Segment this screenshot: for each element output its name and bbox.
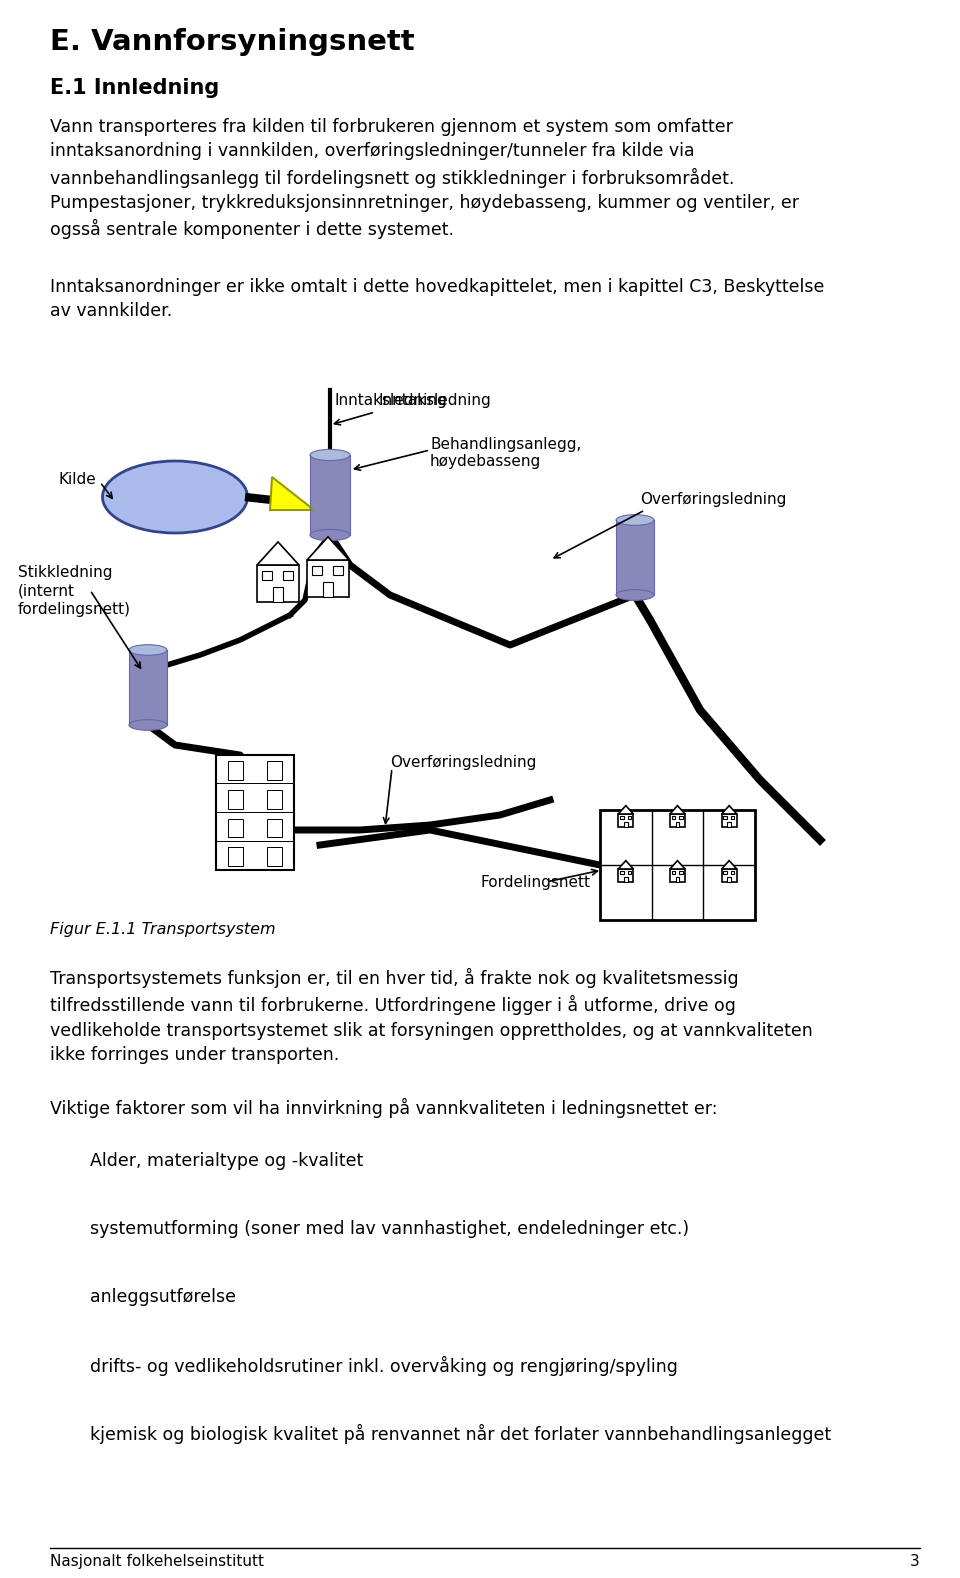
- Text: Inntaksledning: Inntaksledning: [335, 393, 447, 409]
- Text: anleggsutførelse: anleggsutførelse: [90, 1288, 236, 1307]
- Ellipse shape: [616, 590, 654, 600]
- Bar: [728, 822, 731, 827]
- Text: Stikkledning
(internt
fordelingsnett): Stikkledning (internt fordelingsnett): [18, 565, 131, 617]
- Bar: [732, 871, 734, 874]
- Text: E. Vannforsyningsnett: E. Vannforsyningsnett: [50, 28, 415, 55]
- Bar: [728, 877, 731, 882]
- Text: systemutforming (soner med lav vannhastighet, endeledninger etc.): systemutforming (soner med lav vannhasti…: [90, 1220, 689, 1239]
- Bar: [324, 582, 333, 596]
- Bar: [228, 789, 243, 808]
- Text: E.1 Innledning: E.1 Innledning: [50, 77, 219, 98]
- Polygon shape: [618, 860, 634, 869]
- Bar: [267, 819, 282, 838]
- Text: Vann transporteres fra kilden til forbrukeren gjennom et system som omfatter
inn: Vann transporteres fra kilden til forbru…: [50, 118, 799, 240]
- Bar: [228, 819, 243, 838]
- Bar: [618, 814, 634, 827]
- Bar: [680, 871, 683, 874]
- Polygon shape: [307, 537, 349, 560]
- Bar: [620, 816, 624, 819]
- Text: Overføringsledning: Overføringsledning: [390, 754, 537, 770]
- Text: Inntaksledning: Inntaksledning: [378, 393, 491, 409]
- Bar: [732, 816, 734, 819]
- Bar: [670, 869, 685, 882]
- Ellipse shape: [310, 529, 350, 541]
- Bar: [307, 560, 349, 596]
- Text: Nasjonalt folkehelseinstitutt: Nasjonalt folkehelseinstitutt: [50, 1554, 264, 1569]
- Bar: [722, 869, 736, 882]
- Bar: [724, 816, 727, 819]
- Ellipse shape: [103, 461, 248, 533]
- Text: Fordelingsnett: Fordelingsnett: [480, 874, 590, 890]
- Polygon shape: [257, 541, 299, 565]
- Bar: [267, 847, 282, 866]
- Text: Behandlingsanlegg,
høydebasseng: Behandlingsanlegg, høydebasseng: [430, 437, 582, 469]
- Bar: [620, 871, 624, 874]
- Polygon shape: [670, 860, 685, 869]
- Bar: [618, 869, 634, 882]
- Text: kjemisk og biologisk kvalitet på renvannet når det forlater vannbehandlingsanleg: kjemisk og biologisk kvalitet på renvann…: [90, 1423, 831, 1444]
- Text: drifts- og vedlikeholdsrutiner inkl. overvåking og rengjøring/spyling: drifts- og vedlikeholdsrutiner inkl. ove…: [90, 1356, 678, 1376]
- Bar: [624, 822, 628, 827]
- Bar: [228, 761, 243, 780]
- Bar: [228, 847, 243, 866]
- Polygon shape: [618, 806, 634, 814]
- Bar: [616, 521, 654, 595]
- Bar: [628, 816, 631, 819]
- Bar: [262, 571, 272, 579]
- Polygon shape: [270, 477, 314, 510]
- Bar: [624, 877, 628, 882]
- Bar: [283, 571, 293, 579]
- Text: 3: 3: [910, 1554, 920, 1569]
- Text: Kilde: Kilde: [58, 472, 96, 488]
- Bar: [333, 567, 343, 574]
- Bar: [600, 810, 755, 920]
- Bar: [676, 877, 680, 882]
- Bar: [672, 816, 675, 819]
- Bar: [267, 789, 282, 808]
- Bar: [312, 567, 322, 574]
- Text: Alder, materialtype og -kvalitet: Alder, materialtype og -kvalitet: [90, 1152, 363, 1169]
- Bar: [310, 454, 350, 535]
- Bar: [257, 565, 299, 601]
- Polygon shape: [670, 806, 685, 814]
- Text: Inntaksanordninger er ikke omtalt i dette hovedkapittelet, men i kapittel C3, Be: Inntaksanordninger er ikke omtalt i dett…: [50, 278, 825, 320]
- Ellipse shape: [129, 720, 167, 731]
- Text: Viktige faktorer som vil ha innvirkning på vannkvaliteten i ledningsnettet er:: Viktige faktorer som vil ha innvirkning …: [50, 1098, 717, 1119]
- Bar: [724, 871, 727, 874]
- Polygon shape: [722, 806, 736, 814]
- Ellipse shape: [616, 514, 654, 525]
- Bar: [670, 814, 685, 827]
- Bar: [216, 754, 295, 869]
- Text: Overføringsledning: Overføringsledning: [640, 492, 786, 507]
- Bar: [129, 650, 167, 724]
- Bar: [267, 761, 282, 780]
- Bar: [628, 871, 631, 874]
- Bar: [274, 587, 283, 601]
- Text: Transportsystemets funksjon er, til en hver tid, å frakte nok og kvalitetsmessig: Transportsystemets funksjon er, til en h…: [50, 967, 813, 1064]
- Ellipse shape: [129, 645, 167, 655]
- Bar: [672, 871, 675, 874]
- Bar: [676, 822, 680, 827]
- Bar: [680, 816, 683, 819]
- Ellipse shape: [310, 450, 350, 461]
- Text: Figur E.1.1 Transportsystem: Figur E.1.1 Transportsystem: [50, 922, 276, 937]
- Polygon shape: [722, 860, 736, 869]
- Bar: [722, 814, 736, 827]
